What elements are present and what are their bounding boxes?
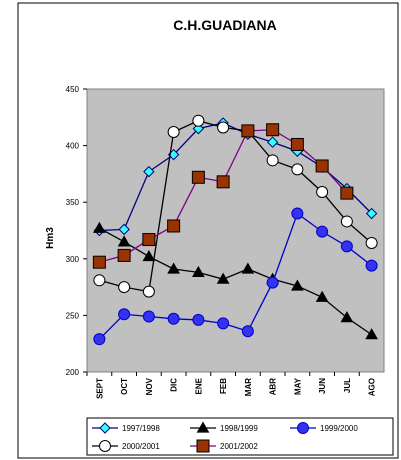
x-axis: SEPT OCT NOV DIC ENE FEB MAR ABR MAY JUN JUL AGO bbox=[86, 372, 377, 399]
y-axis: 200 250 300 350 400 450 bbox=[66, 85, 87, 377]
legend-item: 1997/1998 bbox=[92, 422, 160, 434]
legend-item: 1999/2000 bbox=[290, 422, 358, 434]
y-tick-label: 400 bbox=[66, 142, 80, 151]
data-point bbox=[365, 236, 378, 249]
data-point bbox=[291, 279, 304, 291]
data-point bbox=[340, 240, 353, 253]
legend: 1997/1998 1998/1999 1999/2000 2000/2001 2001… bbox=[92, 421, 358, 453]
legend-marker bbox=[297, 422, 309, 434]
series-layer bbox=[92, 114, 378, 346]
legend-item: 2001/2002 bbox=[190, 439, 258, 453]
x-tick-label: MAY bbox=[293, 377, 302, 395]
x-tick-label: ENE bbox=[194, 377, 203, 394]
data-point bbox=[291, 207, 304, 220]
data-point bbox=[266, 276, 279, 289]
data-point bbox=[241, 262, 255, 274]
legend-marker bbox=[196, 439, 210, 453]
data-point bbox=[118, 281, 131, 294]
x-tick-label: OCT bbox=[120, 378, 129, 395]
x-tick-label: SEPT bbox=[95, 378, 104, 399]
data-point bbox=[340, 215, 353, 228]
series-2001-2002 bbox=[92, 123, 354, 269]
data-point bbox=[266, 136, 279, 148]
data-point bbox=[142, 285, 155, 298]
data-point bbox=[167, 219, 181, 233]
data-point bbox=[143, 165, 155, 178]
chart-title: C.H.GUADIANA bbox=[173, 17, 276, 33]
data-point bbox=[241, 325, 254, 338]
legend-label: 1999/2000 bbox=[320, 424, 358, 433]
x-tick-label: FEB bbox=[219, 378, 228, 394]
data-point bbox=[93, 274, 106, 287]
data-point bbox=[118, 308, 131, 321]
data-point bbox=[142, 233, 156, 247]
data-point bbox=[315, 290, 329, 302]
data-point bbox=[266, 123, 280, 137]
data-point bbox=[191, 170, 205, 184]
data-point bbox=[167, 126, 180, 139]
data-point bbox=[315, 159, 329, 173]
x-tick-label: DIC bbox=[170, 378, 179, 392]
y-axis-label: Hm3 bbox=[45, 227, 56, 249]
data-point bbox=[93, 221, 106, 233]
y-tick-label: 250 bbox=[66, 311, 80, 320]
y-tick-label: 450 bbox=[66, 85, 80, 94]
legend-marker bbox=[99, 440, 111, 452]
legend-label: 2000/2001 bbox=[122, 442, 160, 451]
data-point bbox=[365, 328, 378, 340]
data-point bbox=[192, 313, 205, 326]
data-point bbox=[117, 248, 131, 262]
legend-label: 2001/2002 bbox=[220, 442, 258, 451]
data-point bbox=[118, 223, 130, 236]
data-point bbox=[365, 207, 378, 220]
plot-area bbox=[86, 88, 385, 373]
data-point bbox=[365, 259, 378, 272]
data-point bbox=[340, 186, 354, 200]
data-point bbox=[340, 311, 354, 323]
legend-marker bbox=[99, 422, 111, 434]
data-point bbox=[216, 175, 230, 189]
data-point bbox=[142, 250, 156, 262]
data-point bbox=[316, 186, 329, 199]
x-tick-label: JUN bbox=[318, 378, 327, 394]
legend-label: 1997/1998 bbox=[122, 424, 160, 433]
legend-item: 1998/1999 bbox=[190, 421, 258, 433]
data-point bbox=[291, 163, 304, 176]
data-point bbox=[93, 333, 106, 346]
data-point bbox=[241, 124, 255, 138]
legend-item: 2000/2001 bbox=[92, 440, 160, 452]
y-tick-label: 200 bbox=[66, 368, 80, 377]
data-point bbox=[92, 255, 106, 269]
y-tick-label: 350 bbox=[66, 198, 80, 207]
x-tick-label: MAR bbox=[244, 378, 253, 396]
legend-label: 1998/1999 bbox=[220, 424, 258, 433]
data-point bbox=[192, 265, 205, 278]
data-point bbox=[192, 114, 205, 127]
data-point bbox=[266, 154, 279, 167]
y-tick-label: 300 bbox=[66, 255, 80, 264]
data-point bbox=[290, 137, 304, 151]
data-point bbox=[216, 272, 230, 284]
x-tick-label: NOV bbox=[145, 377, 154, 395]
data-point bbox=[316, 225, 329, 238]
legend-box bbox=[86, 417, 394, 456]
x-tick-label: AGO bbox=[368, 378, 377, 396]
data-point bbox=[217, 317, 230, 330]
data-point bbox=[217, 121, 230, 134]
data-point bbox=[167, 262, 180, 274]
legend-marker bbox=[196, 421, 210, 433]
x-tick-label: ABR bbox=[269, 378, 278, 396]
x-tick-label: JUL bbox=[343, 378, 352, 393]
series-1999-2000 bbox=[93, 207, 378, 346]
data-point bbox=[167, 312, 180, 325]
data-point bbox=[142, 310, 155, 323]
data-point bbox=[117, 235, 131, 247]
